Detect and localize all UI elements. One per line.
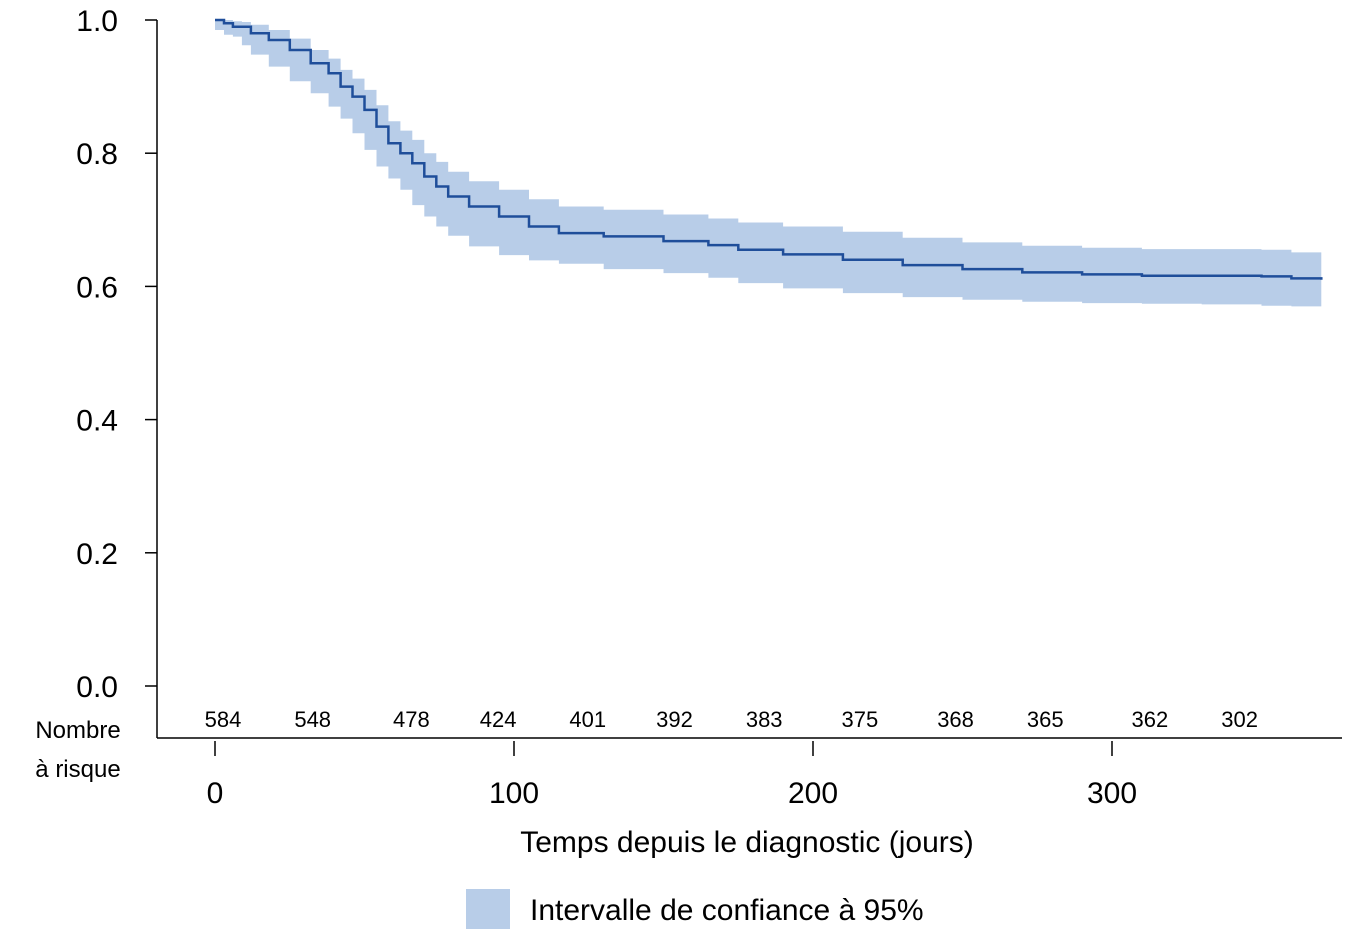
risk-count: 365 — [1027, 707, 1064, 732]
risk-count: 424 — [480, 707, 517, 732]
y-tick-label: 0.4 — [76, 405, 118, 438]
axes — [156, 20, 1342, 739]
risk-table: Nombre à risque 584 548 478 424 401 392 383 375… — [35, 707, 1258, 783]
legend-swatch — [466, 889, 510, 929]
risk-count: 478 — [393, 707, 430, 732]
x-tick-label: 300 — [1087, 777, 1137, 810]
y-tick-label: 0.8 — [76, 138, 118, 171]
risk-count: 383 — [746, 707, 783, 732]
survival-curve — [215, 18, 1323, 280]
x-tick-label: 100 — [489, 777, 539, 810]
y-ticks: 0.0 0.2 0.4 0.6 0.8 1.0 — [76, 5, 157, 704]
risk-title-line2: à risque — [35, 756, 120, 783]
risk-count: 584 — [205, 707, 242, 732]
legend-label: Intervalle de confiance à 95% — [530, 894, 924, 927]
risk-count: 362 — [1132, 707, 1169, 732]
y-tick-label: 0.2 — [76, 538, 118, 571]
y-tick-label: 0.0 — [76, 671, 118, 704]
risk-count: 401 — [569, 707, 606, 732]
x-ticks: 0 100 200 300 — [207, 741, 1137, 810]
y-tick-label: 1.0 — [76, 5, 118, 38]
legend: Intervalle de confiance à 95% — [466, 889, 924, 929]
x-axis-label: Temps depuis le diagnostic (jours) — [520, 826, 974, 859]
risk-count: 302 — [1221, 707, 1258, 732]
risk-count: 368 — [937, 707, 974, 732]
confidence-band — [215, 20, 1322, 307]
x-tick-label: 0 — [207, 777, 224, 810]
risk-count: 548 — [294, 707, 331, 732]
x-tick-label: 200 — [788, 777, 838, 810]
y-tick-label: 0.6 — [76, 271, 118, 304]
risk-count: 392 — [656, 707, 693, 732]
risk-title-line1: Nombre — [35, 717, 120, 744]
risk-count: 375 — [842, 707, 879, 732]
confidence-band-layer — [215, 20, 1322, 307]
survival-curve-layer — [215, 18, 1323, 280]
